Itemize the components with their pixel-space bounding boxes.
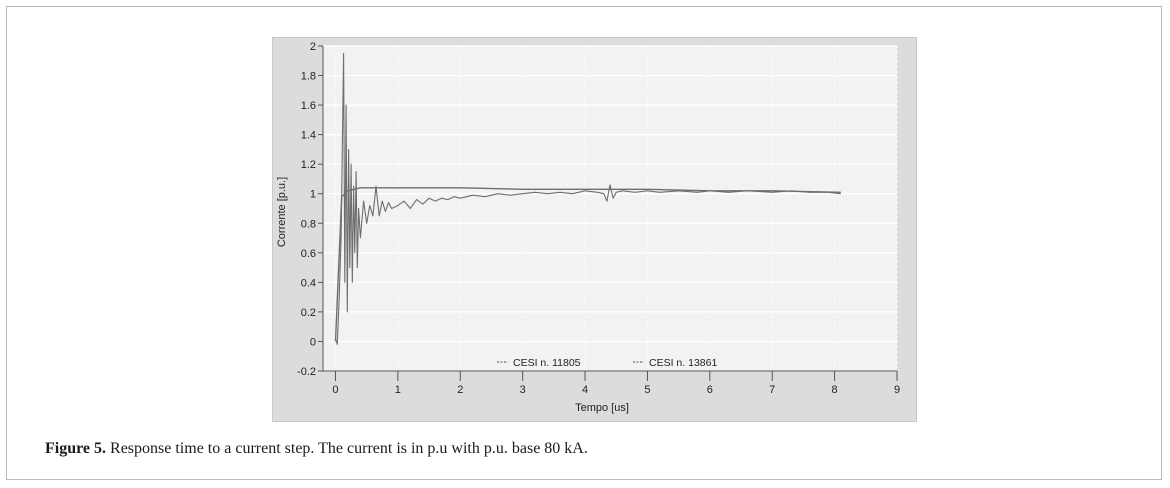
x-tick-label: 8 bbox=[832, 384, 838, 396]
y-tick-label: 1 bbox=[310, 189, 316, 201]
y-tick-label: 1.8 bbox=[301, 71, 316, 83]
x-tick-label: 5 bbox=[644, 384, 650, 396]
y-tick-label: 0.2 bbox=[301, 307, 316, 319]
figure-frame: -0.2 0 0.2 0.4 0.6 0.8 1 1.2 1.4 1.6 1.8 2 0 1 2 3 4 5 6 7 8… bbox=[6, 6, 1162, 480]
y-tick-label: 2 bbox=[310, 41, 316, 53]
y-tick-label: -0.2 bbox=[297, 366, 316, 378]
chart-panel: -0.2 0 0.2 0.4 0.6 0.8 1 1.2 1.4 1.6 1.8 2 0 1 2 3 4 5 6 7 8… bbox=[272, 37, 917, 422]
line-chart: -0.2 0 0.2 0.4 0.6 0.8 1 1.2 1.4 1.6 1.8 2 0 1 2 3 4 5 6 7 8… bbox=[276, 41, 900, 414]
legend: CESI n. 11805 CESI n. 13861 bbox=[497, 357, 717, 369]
series-line-2 bbox=[334, 187, 841, 342]
y-tick-label: 0.8 bbox=[301, 218, 316, 230]
x-tick-label: 4 bbox=[582, 384, 588, 396]
legend-label-series-2: CESI n. 13861 bbox=[649, 357, 717, 369]
series-lines bbox=[334, 52, 841, 345]
x-tick-label: 2 bbox=[457, 384, 463, 396]
y-tick-label: 1.2 bbox=[301, 159, 316, 171]
figure-caption: Figure 5. Response time to a current ste… bbox=[45, 440, 1145, 458]
series-line-1 bbox=[334, 52, 841, 345]
x-tick-label: 6 bbox=[707, 384, 713, 396]
x-tick-label: 7 bbox=[769, 384, 775, 396]
y-tick-label: 0.4 bbox=[301, 277, 316, 289]
legend-label-series-1: CESI n. 11805 bbox=[513, 357, 581, 369]
caption-text: Response time to a current step. The cur… bbox=[106, 440, 588, 457]
x-tick-label: 0 bbox=[332, 384, 338, 396]
y-tick-label: 1.4 bbox=[301, 130, 316, 142]
x-tick-label: 9 bbox=[894, 384, 900, 396]
x-tick-label: 3 bbox=[520, 384, 526, 396]
y-tick-label: 0.6 bbox=[301, 248, 316, 260]
x-tick-label: 1 bbox=[395, 384, 401, 396]
y-axis-title: Corrente [p.u.] bbox=[276, 177, 288, 247]
y-tick-label: 0 bbox=[310, 336, 316, 348]
x-axis-title: Tempo [us] bbox=[575, 402, 629, 414]
caption-label: Figure 5. bbox=[45, 440, 107, 457]
y-tick-label: 1.6 bbox=[301, 100, 316, 112]
plot-area bbox=[323, 46, 897, 371]
grid-lines bbox=[323, 45, 898, 372]
axes: -0.2 0 0.2 0.4 0.6 0.8 1 1.2 1.4 1.6 1.8 2 0 1 2 3 4 5 6 7 8… bbox=[297, 41, 900, 396]
